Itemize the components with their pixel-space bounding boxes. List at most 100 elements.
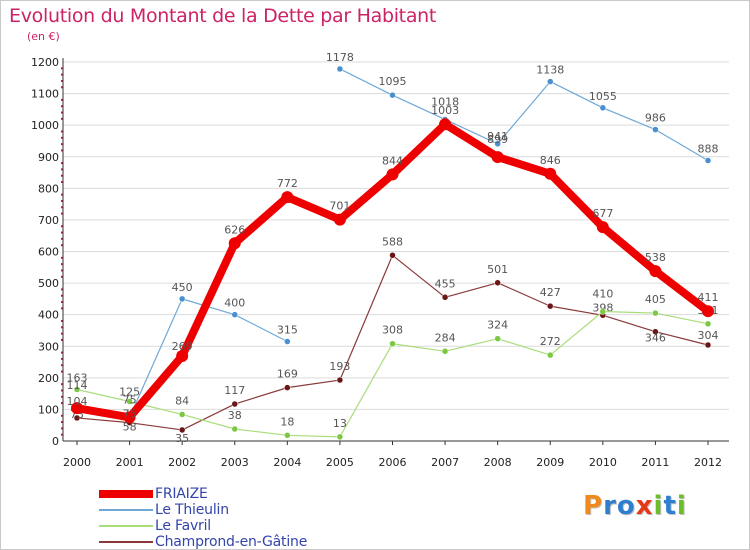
data-label: 193: [329, 360, 350, 373]
data-label: 626: [224, 223, 245, 236]
unit-label: (en €): [27, 30, 60, 43]
data-point: [123, 411, 136, 424]
y-minor-tick: [61, 174, 63, 177]
proxiti-logo: Proxiti: [583, 491, 687, 521]
data-point: [652, 126, 659, 133]
data-label: 411: [698, 291, 719, 304]
data-point: [178, 426, 186, 434]
y-tick-label: 700: [38, 214, 59, 227]
y-minor-tick: [61, 244, 63, 247]
x-tick-label: 2003: [221, 456, 249, 469]
logo-letter: x: [635, 491, 654, 521]
logo-letter: t: [663, 491, 677, 521]
y-minor-tick: [61, 421, 63, 424]
data-label: 450: [172, 281, 193, 294]
data-point: [336, 433, 344, 441]
legend-label: Champrond-en-Gâtine: [155, 534, 308, 550]
data-label: 899: [487, 133, 508, 146]
data-label: 304: [698, 329, 719, 342]
data-label: 701: [329, 200, 350, 213]
data-label: 75: [123, 393, 137, 406]
data-label: 941: [487, 130, 508, 143]
y-minor-tick: [61, 199, 63, 202]
logo-letter: r: [603, 491, 617, 521]
logo-letter: P: [583, 491, 604, 521]
y-tick-label: 200: [38, 372, 59, 385]
legend-label: Le Favril: [155, 518, 211, 534]
x-tick-label: 2004: [273, 456, 301, 469]
data-label: 398: [592, 301, 613, 314]
data-label: 114: [67, 379, 88, 392]
data-point: [441, 348, 449, 355]
data-label: 410: [592, 288, 613, 301]
x-tick-label: 2000: [63, 456, 91, 469]
y-minor-tick: [61, 117, 63, 120]
data-point: [178, 411, 186, 418]
x-tick-label: 2006: [379, 456, 407, 469]
data-point: [336, 65, 344, 73]
data-point: [491, 151, 504, 164]
y-minor-tick: [61, 79, 63, 82]
data-point: [494, 335, 501, 342]
y-tick-label: 500: [38, 277, 59, 290]
y-minor-tick: [61, 433, 63, 436]
x-tick-label: 2010: [589, 456, 617, 469]
y-minor-tick: [61, 86, 63, 89]
y-minor-tick: [61, 319, 63, 322]
data-label: 1138: [536, 64, 564, 77]
data-label: 346: [645, 332, 666, 345]
y-minor-tick: [61, 181, 63, 184]
data-point: [333, 213, 346, 226]
y-tick-label: 600: [38, 246, 59, 259]
data-label: 308: [382, 324, 403, 337]
logo-letter: i: [676, 491, 687, 521]
data-label: 1178: [326, 51, 354, 64]
data-point: [596, 221, 609, 234]
data-point: [284, 432, 291, 439]
data-point: [178, 295, 186, 303]
data-label: 501: [487, 263, 508, 276]
data-point: [704, 341, 712, 349]
data-point: [547, 351, 554, 359]
x-tick-label: 2009: [536, 456, 564, 469]
y-minor-tick: [61, 237, 63, 240]
y-minor-tick: [61, 427, 63, 430]
y-minor-tick: [61, 206, 63, 209]
data-label: 588: [382, 235, 403, 248]
data-point: [231, 311, 238, 318]
x-tick-label: 2011: [641, 456, 669, 469]
x-tick-label: 2007: [431, 456, 459, 469]
data-point: [702, 305, 714, 318]
data-point: [231, 425, 238, 433]
legend-swatch: [99, 490, 153, 498]
data-point: [284, 338, 291, 345]
data-point: [73, 386, 81, 393]
y-minor-tick: [61, 389, 63, 392]
y-minor-tick: [61, 357, 63, 360]
data-point: [389, 252, 396, 259]
y-tick-label: 1100: [31, 88, 59, 101]
y-minor-tick: [61, 231, 63, 234]
logo-letter: o: [616, 491, 636, 521]
data-point: [281, 191, 294, 204]
y-tick-label: 0: [52, 435, 59, 448]
data-point: [228, 237, 241, 250]
data-label: 986: [645, 112, 666, 125]
data-label: 272: [540, 335, 561, 348]
y-minor-tick: [61, 326, 63, 329]
y-minor-tick: [61, 275, 63, 278]
data-label: 269: [172, 340, 193, 353]
data-point: [652, 328, 659, 335]
data-point: [386, 168, 399, 181]
x-tick-label: 2001: [116, 456, 144, 469]
data-point: [231, 400, 238, 408]
data-point: [599, 104, 607, 112]
y-minor-tick: [61, 111, 63, 114]
data-label: 324: [487, 319, 508, 332]
y-tick-label: 900: [38, 151, 59, 164]
data-label: 38: [228, 409, 242, 422]
y-minor-tick: [61, 162, 63, 165]
data-label: 888: [698, 143, 719, 156]
y-minor-tick: [61, 67, 63, 70]
